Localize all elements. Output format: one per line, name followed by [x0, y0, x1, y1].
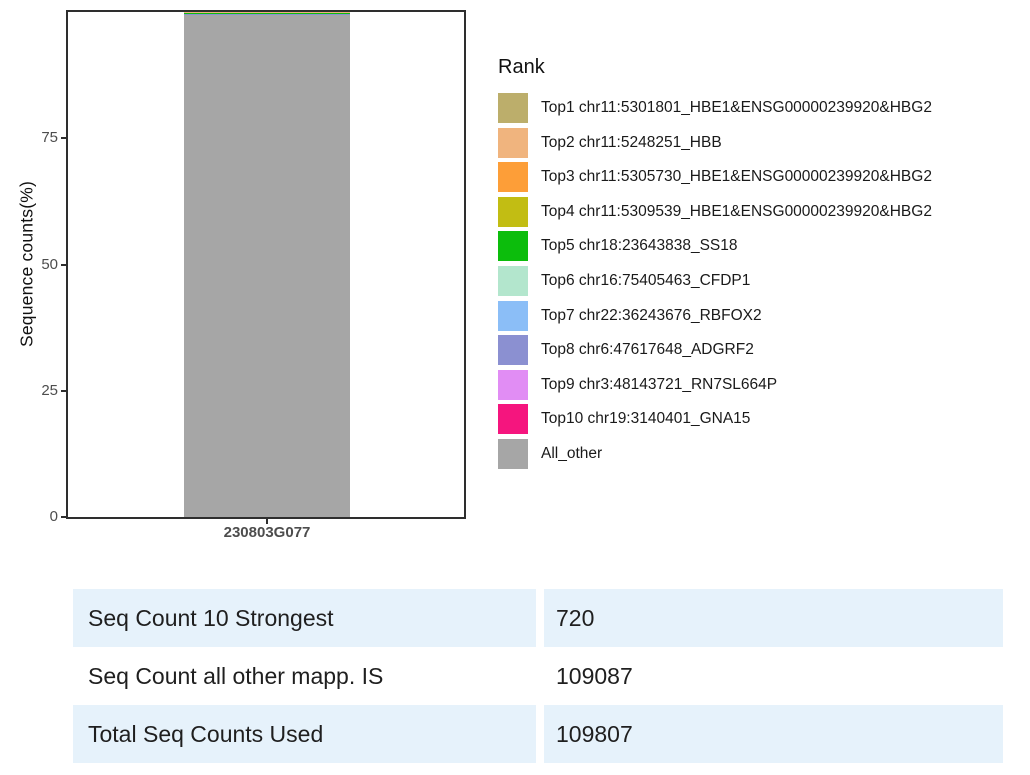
legend-swatch: [498, 335, 528, 366]
table-row: Seq Count all other mapp. IS 109087: [73, 647, 1003, 705]
table-value-cell: 109087: [544, 647, 1003, 705]
y-tick-label: 25: [41, 381, 58, 399]
legend-label: Top5 chr18:23643838_SS18: [541, 237, 738, 255]
legend-item: Top3 chr11:5305730_HBE1&ENSG00000239920&…: [498, 162, 932, 193]
legend-label: Top1 chr11:5301801_HBE1&ENSG00000239920&…: [541, 99, 932, 116]
legend-label: All_other: [541, 444, 603, 462]
table-label-text: Seq Count 10 Strongest: [88, 604, 334, 631]
legend-item: All_other: [498, 438, 932, 469]
table-label-cell: Total Seq Counts Used: [73, 705, 536, 763]
legend-swatch: [498, 127, 528, 158]
x-axis-tick: [266, 519, 268, 524]
summary-table: Seq Count 10 Strongest 720 Seq Count all o…: [73, 589, 1003, 763]
legend-item: Top6 chr16:75405463_CFDP1: [498, 265, 932, 296]
chart-legend: Rank Top1 chr11:5301801_HBE1&ENSG0000023…: [498, 56, 932, 474]
legend-item: Top1 chr11:5301801_HBE1&ENSG00000239920&…: [498, 93, 932, 123]
table-row: Seq Count 10 Strongest 720: [73, 589, 1003, 647]
legend-swatch: [498, 162, 528, 193]
y-tick-label: 75: [41, 129, 58, 147]
legend-label: Top10 chr19:3140401_GNA15: [541, 410, 751, 428]
y-tick-mark: [61, 389, 66, 392]
legend-swatch: [498, 231, 528, 262]
legend-label: Top3 chr11:5305730_HBE1&ENSG00000239920&…: [541, 168, 932, 186]
bar-segment: [184, 15, 350, 517]
table-label-text: Seq Count all other mapp. IS: [88, 662, 384, 689]
stacked-bar: [184, 12, 350, 517]
table-value-cell: 109807: [544, 705, 1003, 763]
legend-label: Top8 chr6:47617648_ADGRF2: [541, 341, 754, 359]
y-tick-mark: [61, 137, 66, 140]
table-label-text: Total Seq Counts Used: [88, 720, 324, 747]
plot-panel: [66, 10, 466, 519]
legend-label: Top7 chr22:36243676_RBFOX2: [541, 306, 762, 324]
legend-item: Top5 chr18:23643838_SS18: [498, 231, 932, 262]
legend-items: Top1 chr11:5301801_HBE1&ENSG00000239920&…: [498, 93, 932, 469]
legend-item: Top9 chr3:48143721_RN7SL664P: [498, 369, 932, 400]
table-label-cell: Seq Count all other mapp. IS: [73, 647, 536, 705]
table-label-cell: Seq Count 10 Strongest: [73, 589, 536, 647]
legend-label: Top2 chr11:5248251_HBB: [541, 133, 722, 151]
table-value-text: 109087: [556, 662, 633, 689]
y-tick-label: 0: [49, 508, 58, 525]
legend-item: Top8 chr6:47617648_ADGRF2: [498, 335, 932, 366]
legend-item: Top7 chr22:36243676_RBFOX2: [498, 300, 932, 331]
legend-item: Top10 chr19:3140401_GNA15: [498, 404, 932, 435]
table-value-text: 720: [556, 604, 595, 631]
legend-swatch: [498, 300, 528, 331]
table-value-cell: 720: [544, 589, 1003, 647]
legend-item: Top4 chr11:5309539_HBE1&ENSG00000239920&…: [498, 196, 932, 227]
y-tick-mark: [61, 516, 66, 518]
legend-item: Top2 chr11:5248251_HBB: [498, 127, 932, 158]
legend-swatch: [498, 438, 528, 469]
legend-swatch: [498, 265, 528, 296]
legend-label: Top4 chr11:5309539_HBE1&ENSG00000239920&…: [541, 202, 932, 220]
legend-swatch: [498, 369, 528, 400]
y-tick-label: 50: [41, 255, 58, 273]
x-category-label: 230803G077: [223, 524, 311, 541]
legend-swatch: [498, 196, 528, 227]
table-value-text: 109807: [556, 720, 633, 747]
y-tick-mark: [61, 263, 66, 266]
legend-label: Top9 chr3:48143721_RN7SL664P: [541, 375, 778, 393]
legend-title: Rank: [498, 56, 545, 78]
legend-swatch: [498, 93, 528, 123]
table-row: Total Seq Counts Used 109807: [73, 705, 1003, 763]
legend-label: Top6 chr16:75405463_CFDP1: [541, 271, 751, 289]
legend-swatch: [498, 404, 528, 435]
